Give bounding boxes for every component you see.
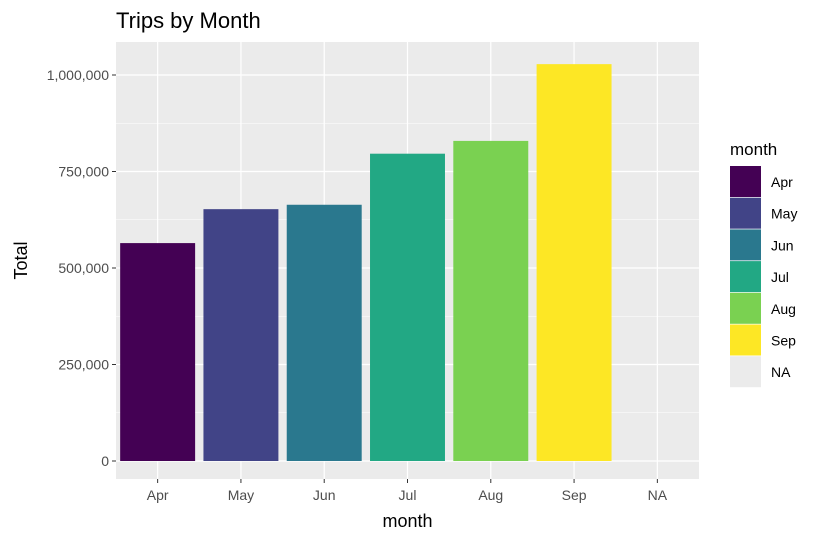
x-tick-label: Sep (562, 487, 587, 503)
legend-label-jul: Jul (771, 269, 789, 285)
legend-label-sep: Sep (771, 333, 796, 349)
x-tick-label: Jun (313, 487, 336, 503)
legend: month Apr May Jun Jul Aug Sep NA (730, 140, 797, 388)
x-tick-label: NA (648, 487, 668, 503)
bar-jul (370, 153, 445, 461)
legend-label-aug: Aug (771, 301, 796, 317)
legend-title: month (730, 140, 777, 159)
legend-key-jun (730, 229, 761, 261)
bars (120, 64, 612, 462)
y-tick-label: 750,000 (58, 164, 109, 180)
legend-key-apr (730, 166, 761, 197)
y-tick-label: 1,000,000 (47, 67, 109, 83)
bar-apr (120, 243, 196, 461)
x-tick-label: Jul (399, 487, 417, 503)
y-tick-label: 500,000 (58, 260, 109, 276)
bar-aug (453, 140, 529, 462)
legend-label-apr: Apr (771, 174, 793, 190)
legend-key-may (730, 197, 761, 229)
legend-key-sep (730, 324, 761, 356)
y-tick-label: 250,000 (58, 357, 109, 373)
legend-key-aug (730, 292, 761, 324)
bar-may (203, 209, 279, 461)
y-axis: 0 250,000 500,000 750,000 1,000,000 (47, 67, 116, 469)
legend-label-may: May (771, 206, 797, 222)
y-axis-label: Total (11, 241, 31, 279)
x-tick-label: May (228, 487, 254, 503)
bar-jun (286, 204, 362, 461)
legend-label-jun: Jun (771, 237, 794, 253)
chart-title: Trips by Month (116, 8, 261, 33)
legend-key-na (730, 356, 761, 388)
legend-label-na: NA (771, 364, 791, 380)
x-axis-label: month (382, 511, 432, 531)
bar-sep (536, 64, 612, 462)
x-tick-label: Aug (478, 487, 503, 503)
legend-key-jul (730, 261, 761, 293)
x-axis: Apr May Jun Jul Aug Sep NA (147, 479, 668, 503)
y-tick-label: 0 (101, 453, 109, 469)
x-tick-label: Apr (147, 487, 169, 503)
